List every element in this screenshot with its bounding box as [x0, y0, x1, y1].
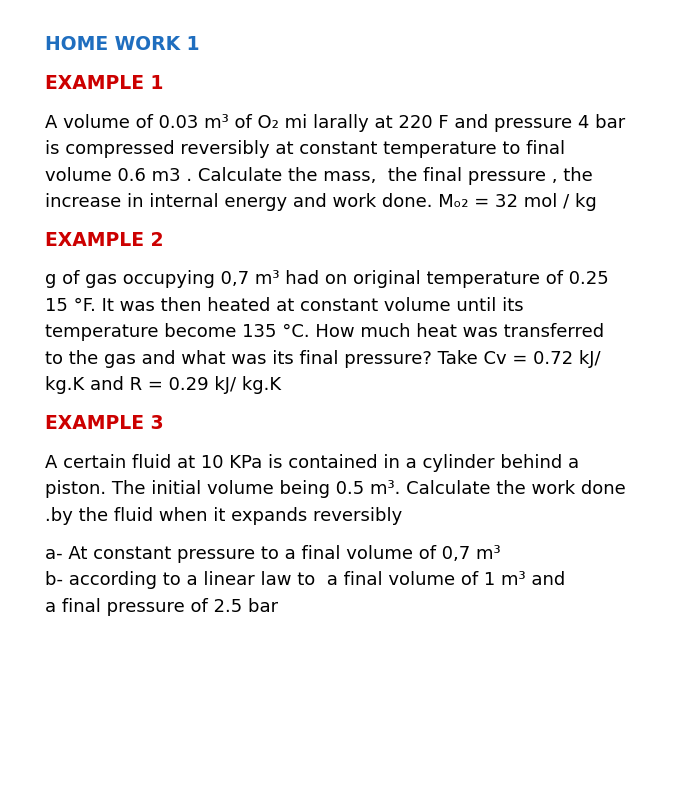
Text: piston. The initial volume being 0.5 m³. Calculate the work done: piston. The initial volume being 0.5 m³.…: [45, 480, 626, 498]
Text: increase in internal energy and work done. Mₒ₂ = 32 mol / kg: increase in internal energy and work don…: [45, 193, 597, 211]
Text: 15 °F. It was then heated at constant volume until its: 15 °F. It was then heated at constant vo…: [45, 297, 523, 315]
Text: a final pressure of 2.5 bar: a final pressure of 2.5 bar: [45, 598, 278, 616]
Text: kg.K and R = 0.29 kJ/ kg.K: kg.K and R = 0.29 kJ/ kg.K: [45, 377, 281, 394]
Text: to the gas and what was its final pressure? Take Cv = 0.72 kJ/: to the gas and what was its final pressu…: [45, 350, 601, 368]
Text: volume 0.6 m3 . Calculate the mass,  the final pressure , the: volume 0.6 m3 . Calculate the mass, the …: [45, 166, 592, 185]
Text: EXAMPLE 1: EXAMPLE 1: [45, 74, 163, 94]
Text: A volume of 0.03 m³ of O₂ mi larally at 220 F and pressure 4 bar: A volume of 0.03 m³ of O₂ mi larally at …: [45, 114, 625, 132]
Text: temperature become 135 °C. How much heat was transferred: temperature become 135 °C. How much heat…: [45, 323, 604, 342]
Text: .by the fluid when it expands reversibly: .by the fluid when it expands reversibly: [45, 506, 402, 525]
Text: g of gas occupying 0,7 m³ had on original temperature of 0.25: g of gas occupying 0,7 m³ had on origina…: [45, 270, 608, 289]
Text: b- according to a linear law to  a final volume of 1 m³ and: b- according to a linear law to a final …: [45, 571, 565, 590]
Text: a- At constant pressure to a final volume of 0,7 m³: a- At constant pressure to a final volum…: [45, 545, 500, 562]
Text: EXAMPLE 3: EXAMPLE 3: [45, 414, 164, 434]
Text: is compressed reversibly at constant temperature to final: is compressed reversibly at constant tem…: [45, 140, 565, 158]
Text: EXAMPLE 2: EXAMPLE 2: [45, 231, 164, 250]
Text: A certain fluid at 10 KPa is contained in a cylinder behind a: A certain fluid at 10 KPa is contained i…: [45, 454, 579, 472]
Text: HOME WORK 1: HOME WORK 1: [45, 35, 199, 54]
